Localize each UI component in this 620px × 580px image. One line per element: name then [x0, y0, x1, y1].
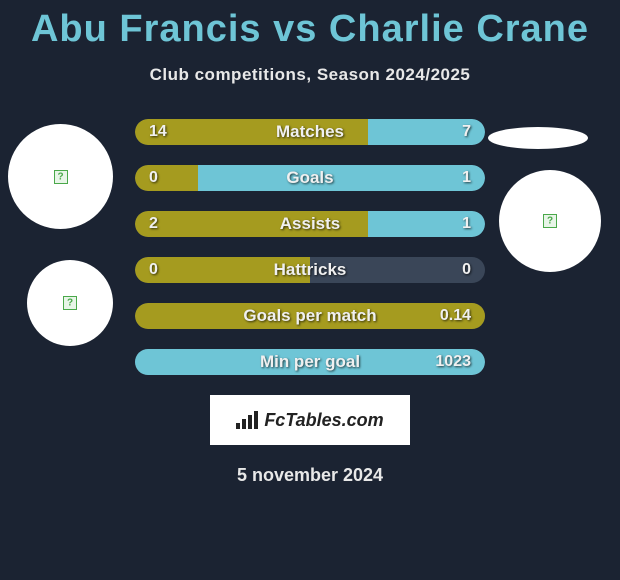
image-placeholder-icon — [63, 296, 77, 310]
stat-value-right: 1 — [462, 215, 471, 233]
stat-label: Matches — [276, 122, 344, 142]
stat-value-right: 1023 — [435, 353, 471, 371]
image-placeholder-icon — [543, 214, 557, 228]
bars-icon — [236, 411, 258, 429]
stat-value-left: 2 — [149, 215, 158, 233]
stat-value-right: 0 — [462, 261, 471, 279]
avatar — [27, 260, 113, 346]
stat-value-left: 0 — [149, 261, 158, 279]
stat-row: 0 1 Goals — [135, 165, 485, 191]
decorative-ellipse — [488, 127, 588, 149]
date: 5 november 2024 — [0, 465, 620, 486]
subtitle: Club competitions, Season 2024/2025 — [0, 65, 620, 85]
stat-fill-right — [198, 165, 485, 191]
stat-fill-left — [135, 165, 198, 191]
stat-row: 14 7 Matches — [135, 119, 485, 145]
stat-row: 0 0 Hattricks — [135, 257, 485, 283]
stat-label: Assists — [280, 214, 340, 234]
image-placeholder-icon — [54, 170, 68, 184]
stat-label: Goals per match — [243, 306, 376, 326]
stat-label: Hattricks — [274, 260, 347, 280]
stat-value-left: 14 — [149, 123, 167, 141]
stat-row: 1023 Min per goal — [135, 349, 485, 375]
stat-value-right: 1 — [462, 169, 471, 187]
source-badge: FcTables.com — [210, 395, 410, 445]
stat-value-left: 0 — [149, 169, 158, 187]
stat-label: Goals — [286, 168, 333, 188]
stat-value-right: 0.14 — [440, 307, 471, 325]
badge-text: FcTables.com — [264, 410, 383, 431]
stat-row: 0.14 Goals per match — [135, 303, 485, 329]
stat-label: Min per goal — [260, 352, 360, 372]
stats-container: 14 7 Matches 0 1 Goals 2 1 Assists 0 0 Hattricks 0.1… — [135, 119, 485, 375]
avatar — [8, 124, 113, 229]
stat-row: 2 1 Assists — [135, 211, 485, 237]
avatar — [499, 170, 601, 272]
stat-value-right: 7 — [462, 123, 471, 141]
title: Abu Francis vs Charlie Crane — [0, 0, 620, 51]
